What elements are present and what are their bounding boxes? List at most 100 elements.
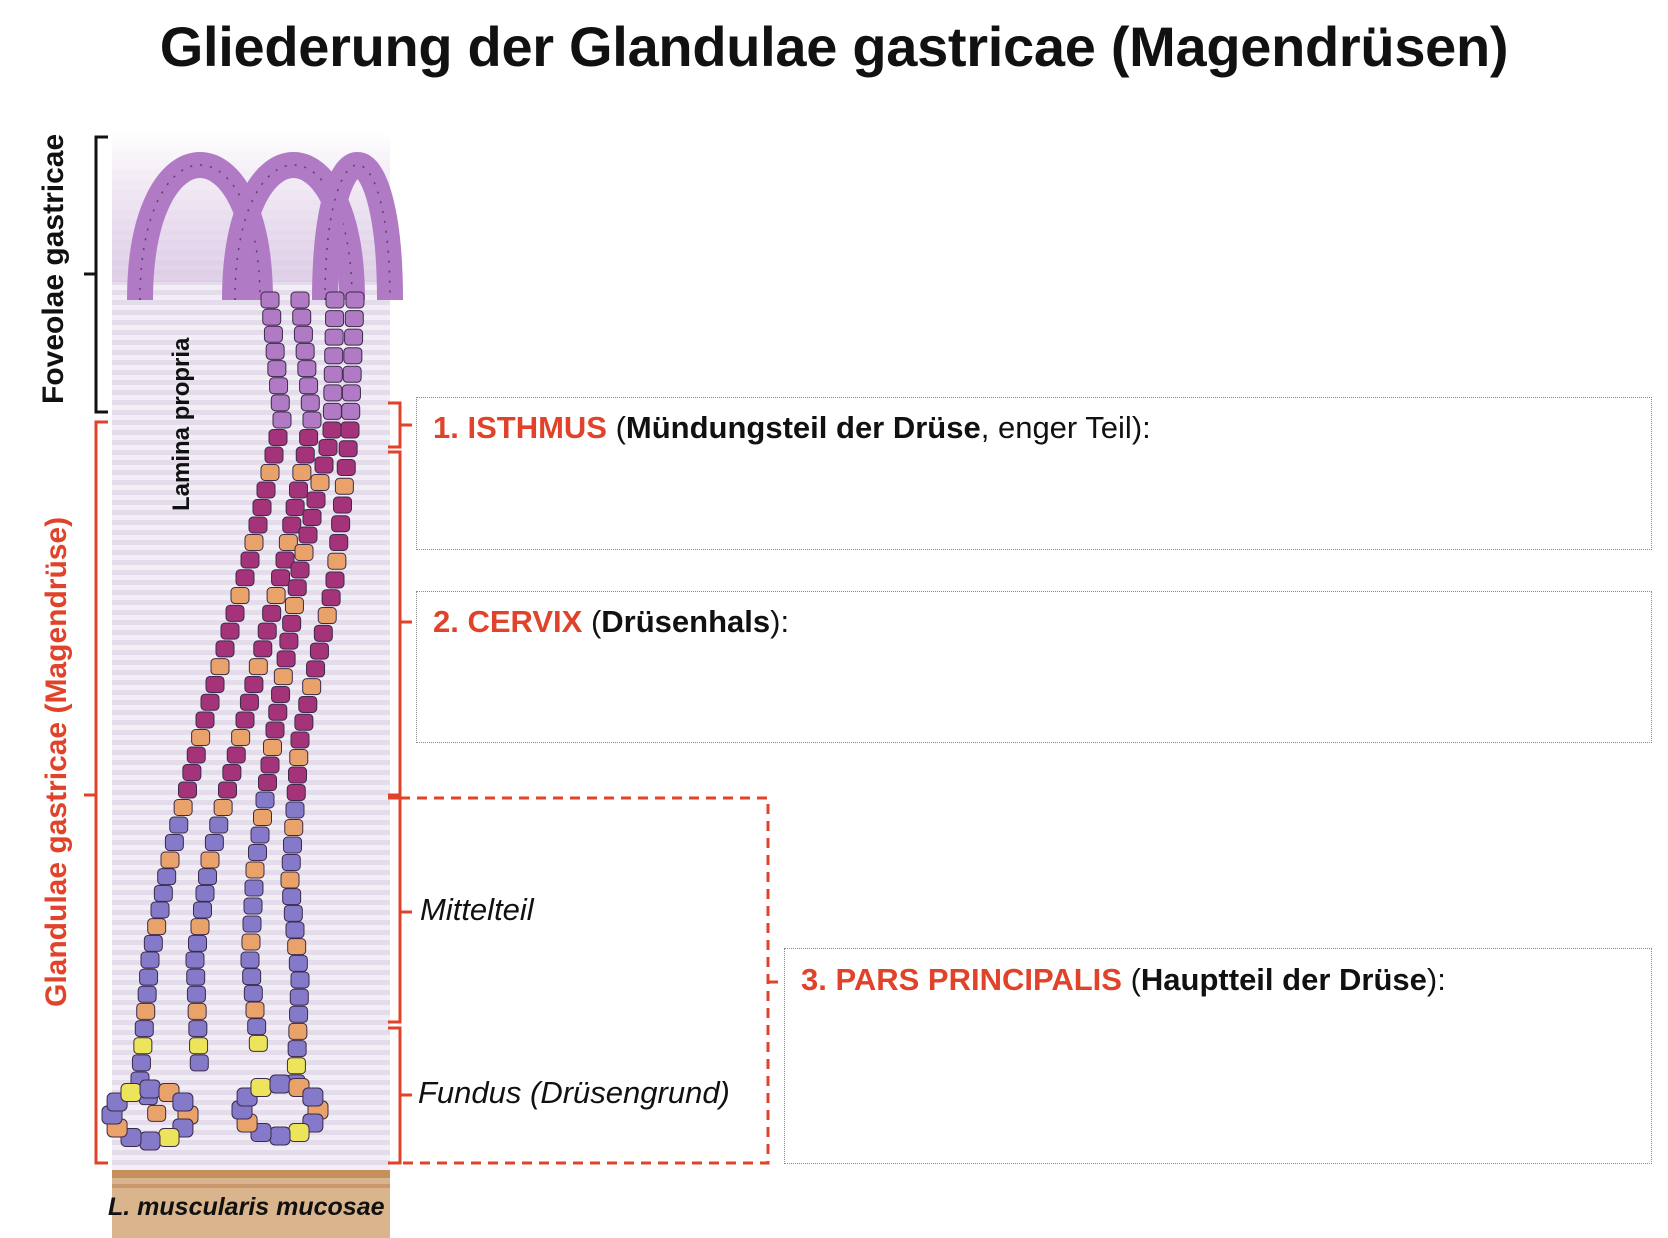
gland-cell [289,481,308,499]
acinus-cell [172,1092,194,1112]
cervix-box[interactable] [416,591,1652,743]
gland-cell [239,693,259,711]
acinus-cell [302,1087,324,1107]
foveolae-label: Foveolae gastricae [37,133,70,404]
gland-cell [302,678,322,696]
gland-cell [186,968,206,986]
gland-cell [160,851,180,869]
gland-cell [270,394,290,412]
gland-cell [269,377,289,395]
gland-cell [285,801,305,819]
gland-cell [245,861,265,879]
isthmus-number: 1. ISTHMUS [433,410,607,445]
isthmus-heading: 1. ISTHMUS (Mündungsteil der Drüse, enge… [433,410,1151,445]
gland-cell [306,660,326,678]
gland-cell [287,579,307,597]
gland-cell [325,291,345,309]
gland-cell [248,1034,268,1052]
gland-cell [242,915,262,933]
pars-principalis-number: 3. PARS PRINCIPALIS [801,962,1122,997]
gland-cell [260,464,280,481]
cervix-bracket [388,450,412,797]
gland-cell [289,988,309,1006]
gland-cell [225,604,245,622]
gland-cell [271,569,291,587]
gland-cell [282,614,302,632]
gland-cell [220,622,240,640]
gland-cell [248,516,268,534]
gland-cell [218,781,237,799]
gland-cell [186,746,206,764]
gland-cell [150,901,170,919]
gland-cell [288,1022,308,1040]
mittelteil-bracket [388,796,412,1024]
gland-cell [248,844,267,861]
gland-cell [143,934,163,952]
gland-cell [245,1001,265,1019]
gland-cell [268,703,288,721]
gland-cell [333,496,352,514]
gland-cell [260,291,280,309]
gland-cell [242,968,262,986]
cervix-number: 2. CERVIX [433,604,583,639]
pars-principalis-box[interactable] [784,948,1652,1164]
isthmus-bracket [388,401,412,449]
gland-cell [341,402,361,420]
isthmus-box[interactable] [416,397,1652,550]
gland-cell [264,446,284,464]
gland-cell [178,781,197,799]
gland-cell [204,834,224,851]
gland-cell [133,1037,153,1055]
gland-cell [169,816,189,834]
gland-cell [164,834,184,851]
gland-cell [324,347,344,365]
gland-cell [299,429,319,446]
gland-cell [290,971,310,989]
gland-cell [252,499,272,516]
gland-cell [243,897,263,915]
gland-cell [289,749,309,766]
gland-cell [244,879,264,897]
gland-cell [136,1002,156,1020]
gland-cell [266,587,286,605]
gland-cell [195,884,215,902]
gland-cell [314,456,334,474]
cervix-heading: 2. CERVIX (Drüsenhals): [433,604,790,639]
gland-cell [257,622,277,640]
gland-cell [262,604,282,622]
gland-cell [329,534,349,551]
gland-cell [185,951,205,969]
gland-cell [205,675,225,693]
gland-cell [147,1104,167,1122]
gland-cell [288,766,307,784]
gland-cell [344,328,364,346]
gland-cell [189,1037,209,1055]
gland-cell [293,325,313,343]
gland-cell [267,360,287,378]
muscularis-label: L. muscularis mucosae [108,1193,385,1221]
gland-cell [300,394,320,412]
gland-cell [235,711,255,729]
gland-cell [298,695,318,713]
gland-cell [340,421,360,439]
gland-cell [235,569,255,587]
pars-principalis-heading: 3. PARS PRINCIPALIS (Hauptteil der Drüse… [801,962,1446,997]
gland-cell [321,589,341,607]
gland-cell [231,729,251,746]
gland-cell [286,1057,306,1075]
gland-cell [302,509,322,526]
gland-cell [241,933,261,951]
gland-cell [292,308,312,326]
gland-cell [134,1020,154,1038]
gland-cell [244,675,264,693]
pars-principalis-bracket [400,796,782,1165]
mittelteil-label: Mittelteil [420,892,534,927]
gland-cell [295,446,315,464]
gland-cell [345,291,365,309]
gland-cell [190,918,210,936]
gland-cell [272,411,292,429]
gland-cell [253,809,272,826]
gland-cell [324,328,344,346]
gland-cell [331,515,351,533]
